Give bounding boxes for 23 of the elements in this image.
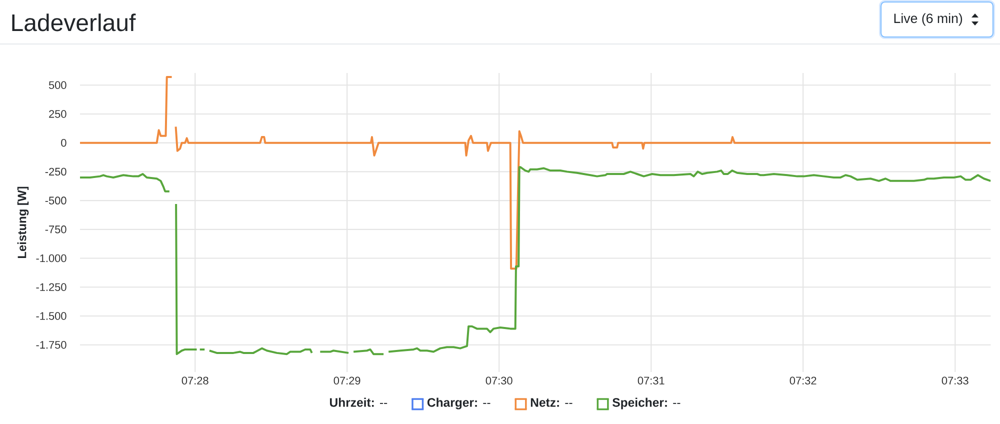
y-axis-title: Leistung [W] <box>17 186 29 258</box>
y-tick-label: -250 <box>45 168 66 176</box>
y-tick-label: 0 <box>61 138 66 147</box>
y-tick-label: -750 <box>45 226 66 234</box>
legend-label: Charger: -- <box>427 398 490 410</box>
x-tick-label: 07:29 <box>334 376 360 384</box>
text: Live (6 min) <box>894 13 962 26</box>
x-tick-label: 07:33 <box>942 376 968 384</box>
y-tick-label: 500 <box>48 81 66 89</box>
legend-label: Netz: -- <box>530 398 572 407</box>
y-tick-label: -1.500 <box>36 312 66 320</box>
x-tick-label: 07:28 <box>182 376 208 384</box>
y-tick-label: 250 <box>49 110 66 118</box>
legend-title: Uhrzeit: -- <box>330 398 388 407</box>
y-tick-label: -500 <box>45 196 66 204</box>
chart-title: Ladeverlauf <box>12 14 136 32</box>
x-tick-label: 07:32 <box>790 376 816 384</box>
legend-label: Speicher: -- <box>612 398 680 410</box>
y-tick-label: -1.250 <box>36 283 66 292</box>
x-tick-label: 07:31 <box>638 376 664 384</box>
x-tick-label: 07:30 <box>486 376 512 384</box>
y-tick-label: -1.750 <box>36 340 66 349</box>
y-tick-label: -1.000 <box>36 254 66 262</box>
